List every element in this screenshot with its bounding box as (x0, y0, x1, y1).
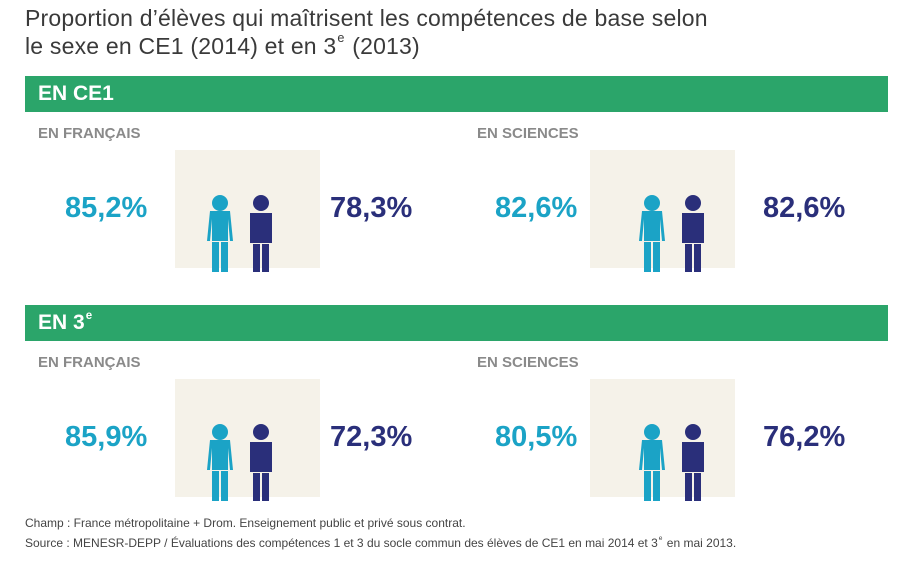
title-sup: e (337, 31, 345, 45)
boys-percentage: 72,3% (330, 421, 413, 453)
boys-percentage: 76,2% (763, 421, 846, 453)
boy-icon (247, 194, 275, 277)
girls-percentage: 85,2% (65, 192, 148, 224)
boys-percentage: 82,6% (763, 192, 846, 224)
girls-percentage: 82,6% (495, 192, 578, 224)
subject-label: EN FRANÇAIS (38, 125, 141, 142)
section-label-text: EN CE1 (38, 82, 114, 105)
source-end: en mai 2013. (663, 536, 737, 550)
girl-icon (205, 194, 235, 277)
background-texture (175, 150, 320, 268)
girls-percentage: 85,9% (65, 421, 148, 453)
boy-icon (679, 423, 707, 506)
background-texture (175, 379, 320, 497)
boys-percentage: 78,3% (330, 192, 413, 224)
girls-percentage: 80,5% (495, 421, 578, 453)
background-texture (590, 150, 735, 268)
subject-label: EN FRANÇAIS (38, 354, 141, 371)
section-label: EN CE1 (38, 82, 114, 106)
title-line-1: Proportion d’élèves qui maîtrisent les c… (25, 5, 708, 31)
footnote-source: Source : MENESR-DEPP / Évaluations des c… (25, 535, 737, 550)
section-header: EN CE1 (25, 76, 888, 112)
source-sup: e (658, 535, 663, 542)
girl-icon (205, 423, 235, 506)
section-label-text: EN 3 (38, 311, 85, 334)
boy-icon (679, 194, 707, 277)
subject-label: EN SCIENCES (477, 125, 579, 142)
subject-label: EN SCIENCES (477, 354, 579, 371)
source-text: Source : MENESR-DEPP / Évaluations des c… (25, 536, 658, 550)
girl-icon (637, 194, 667, 277)
title-text: le sexe en CE1 (2014) et en 3 (25, 33, 337, 59)
section-label-sup: e (85, 310, 93, 322)
chart-title: Proportion d’élèves qui maîtrisent les c… (25, 4, 708, 60)
girl-icon (637, 423, 667, 506)
boy-icon (247, 423, 275, 506)
footnote-champ: Champ : France métropolitaine + Drom. En… (25, 516, 466, 530)
background-texture (590, 379, 735, 497)
title-end: (2013) (345, 33, 420, 59)
